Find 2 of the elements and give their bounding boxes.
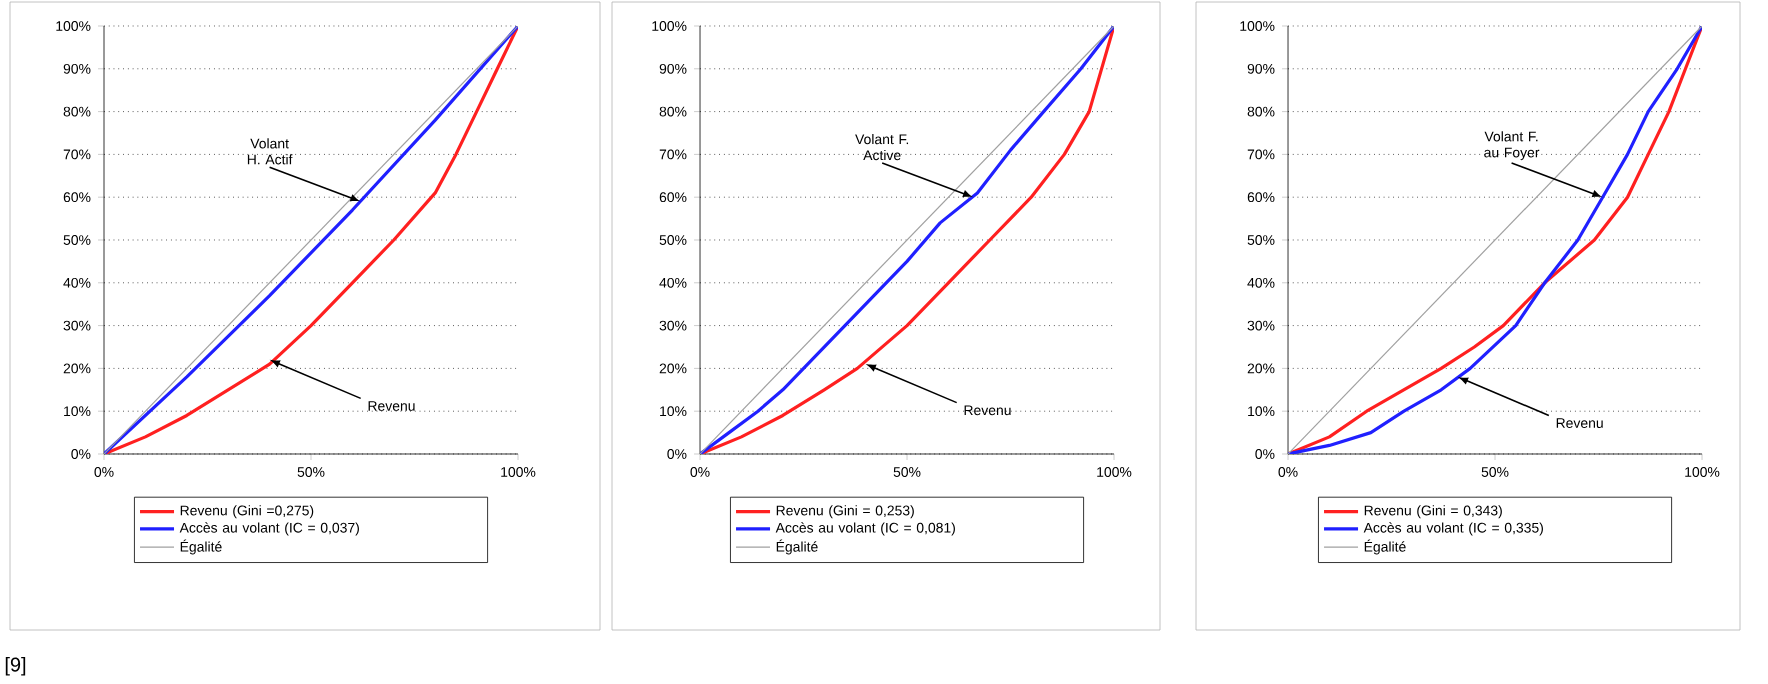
- text: [9]: [5, 657, 26, 676]
- line-series: [700, 25, 1115, 454]
